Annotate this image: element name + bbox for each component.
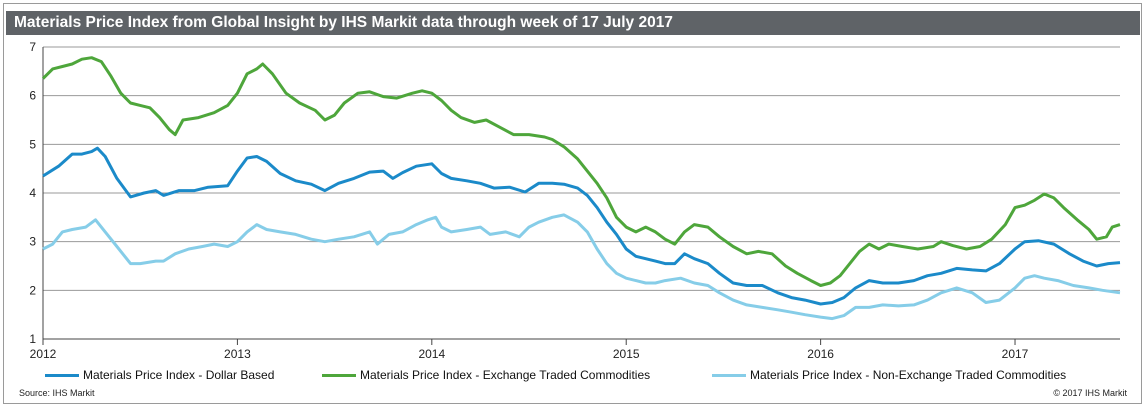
chart-frame — [3, 3, 1142, 404]
resize-grip-top: ∙∙∙∙∙ — [565, 1, 574, 7]
legend-label-dollar: Materials Price Index - Dollar Based — [83, 368, 275, 382]
x-tick-label: 2013 — [224, 347, 251, 361]
legend-swatch-dollar — [45, 373, 79, 377]
y-tick-label: 7 — [29, 40, 36, 54]
resize-grip-bottom: ∙∙∙∙∙ — [565, 401, 574, 407]
source-note: Source: IHS Markit — [19, 388, 95, 398]
series-line-nonexchange — [42, 213, 1121, 321]
y-tick-label: 1 — [29, 332, 36, 346]
y-tick-label: 6 — [29, 89, 36, 103]
series-line-dollar — [42, 146, 1121, 306]
x-tick-label: 2014 — [418, 347, 445, 361]
y-tick-label: 2 — [29, 283, 36, 297]
copyright-note: © 2017 IHS Markit — [1053, 388, 1127, 398]
x-tick-label: 2016 — [807, 347, 834, 361]
chart-title: Materials Price Index from Global Insigh… — [6, 11, 1140, 35]
legend-swatch-exchange — [322, 373, 356, 377]
series-line-exchange — [41, 56, 1121, 287]
x-tick-label: 2017 — [1002, 347, 1029, 361]
y-tick-label: 3 — [29, 235, 36, 249]
x-tick-label: 2012 — [30, 347, 57, 361]
x-axis-ticks: 2012 2013 2014 2015 2016 2017 — [30, 339, 1029, 361]
legend-label-exchange: Materials Price Index - Exchange Traded … — [360, 368, 651, 382]
legend-item-exchange: Materials Price Index - Exchange Traded … — [322, 368, 650, 382]
y-tick-label: 4 — [29, 186, 36, 200]
y-tick-label: 5 — [29, 137, 36, 151]
y-axis-ticks: 1 2 3 4 5 6 7 — [29, 40, 36, 346]
grid-lines — [42, 46, 1120, 340]
series-lines — [41, 56, 1121, 321]
legend-item-nonexchange: Materials Price Index - Non-Exchange Tra… — [712, 368, 1066, 382]
legend-swatch-nonexchange — [712, 373, 746, 377]
x-tick-label: 2015 — [613, 347, 640, 361]
legend-label-nonexchange: Materials Price Index - Non-Exchange Tra… — [750, 368, 1067, 382]
legend-item-dollar: Materials Price Index - Dollar Based — [45, 368, 274, 382]
